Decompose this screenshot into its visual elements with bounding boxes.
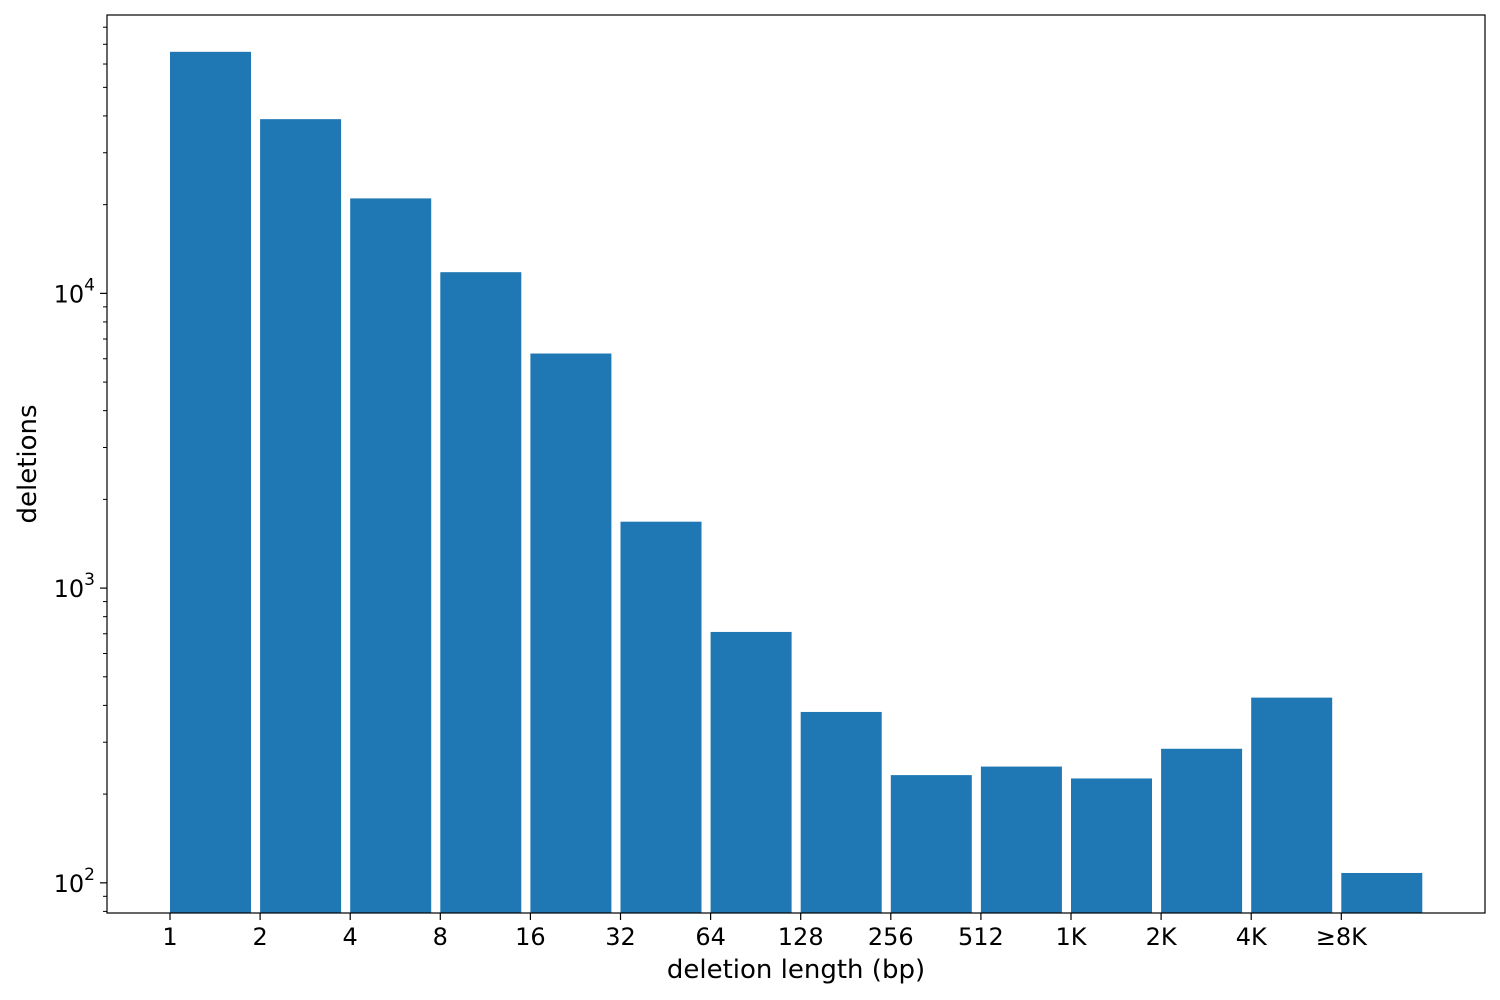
bar-2K	[1161, 748, 1243, 913]
x-tick-label: 4	[343, 923, 358, 951]
bar-4K	[1251, 697, 1333, 913]
bar-1K	[1071, 778, 1152, 913]
x-tick-label: ≥8K	[1316, 923, 1368, 951]
bar-8	[440, 272, 522, 914]
x-tick-label: 4K	[1236, 923, 1268, 951]
bar-32	[620, 521, 702, 913]
plot-frame	[106, 14, 1486, 914]
x-tick-label: 256	[868, 923, 914, 951]
bars-group	[170, 51, 1423, 914]
bar-256	[890, 775, 972, 913]
y-tick-label: 104	[54, 275, 95, 308]
x-axis-label: deletion length (bp)	[667, 955, 925, 985]
bar-≥8K	[1341, 872, 1423, 913]
bar-16	[530, 353, 612, 913]
x-tick-label: 1K	[1055, 923, 1087, 951]
x-tick-label: 32	[605, 923, 636, 951]
x-tick-label: 64	[695, 923, 726, 951]
bar-128	[800, 711, 882, 913]
bar-64	[710, 631, 792, 913]
x-tick-label: 1	[162, 923, 177, 951]
bar-4	[350, 198, 432, 914]
y-axis-label: deletions	[13, 404, 43, 523]
x-axis-ticks: 1 2 4 8 16 32 64 128 256 512 1K 2K 4K ≥8K	[162, 913, 1368, 951]
y-tick-label: 103	[54, 570, 95, 603]
x-tick-label: 512	[958, 923, 1004, 951]
x-tick-label: 128	[778, 923, 824, 951]
bar-1	[170, 51, 251, 914]
y-axis-ticks: 102 103 104	[54, 26, 107, 912]
x-tick-label: 2	[252, 923, 267, 951]
bar-2	[260, 119, 342, 913]
y-tick-label: 102	[54, 865, 95, 898]
x-tick-label: 2K	[1146, 923, 1178, 951]
bar-512	[980, 766, 1062, 913]
x-tick-label: 16	[515, 923, 546, 951]
x-tick-label: 8	[433, 923, 448, 951]
